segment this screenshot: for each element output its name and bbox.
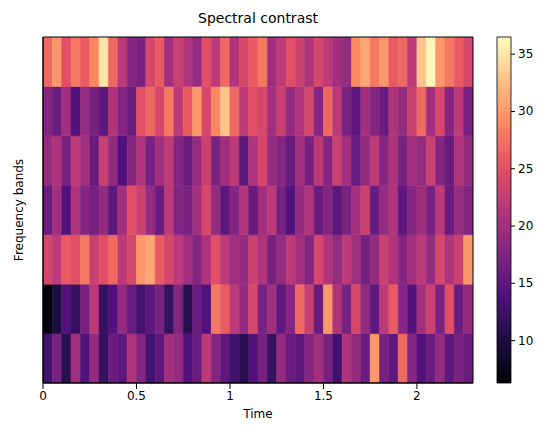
svg-text:Time: Time xyxy=(242,407,272,421)
svg-text:15: 15 xyxy=(518,276,533,290)
svg-text:35: 35 xyxy=(518,47,533,61)
svg-text:10: 10 xyxy=(518,334,533,348)
svg-text:20: 20 xyxy=(518,219,533,233)
svg-text:2: 2 xyxy=(413,389,421,403)
svg-text:30: 30 xyxy=(518,104,533,118)
svg-text:1: 1 xyxy=(226,389,234,403)
svg-text:25: 25 xyxy=(518,162,533,176)
svg-text:1.5: 1.5 xyxy=(314,389,333,403)
svg-text:0.5: 0.5 xyxy=(127,389,146,403)
svg-text:Frequency bands: Frequency bands xyxy=(12,159,26,261)
svg-text:0: 0 xyxy=(39,389,47,403)
html-text:Spectral contrast: Spectral contrast xyxy=(198,10,318,26)
